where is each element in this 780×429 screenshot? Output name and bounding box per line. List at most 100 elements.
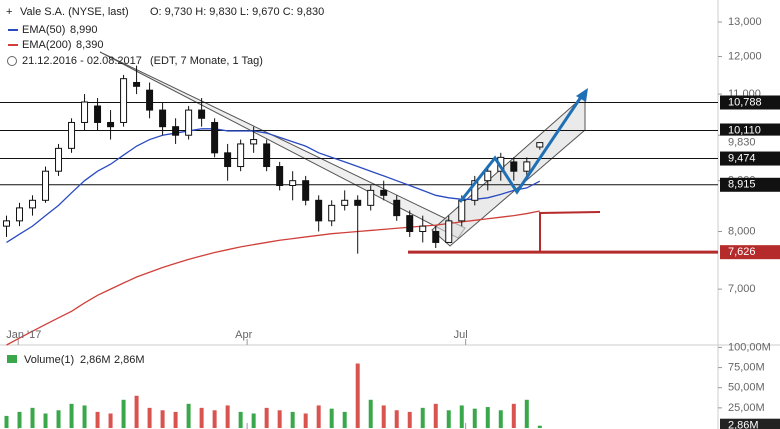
legend-value: 8,390	[76, 39, 104, 51]
level-label: 10,110	[728, 124, 761, 136]
candle-body	[263, 143, 271, 168]
candle-body	[367, 189, 375, 206]
volume-bar	[420, 407, 425, 428]
volume-bar	[290, 411, 295, 428]
level-label-box	[720, 151, 780, 166]
x-tick-label: Jan '17	[6, 329, 41, 341]
candle-body	[81, 101, 89, 123]
volume-bar	[407, 411, 412, 428]
volume-bar	[17, 411, 22, 428]
level-label: 9,474	[728, 152, 756, 164]
title: Vale S.A. (NYSE, last)	[20, 6, 129, 18]
icon: +	[6, 6, 12, 18]
candle-body	[302, 180, 310, 201]
candle-body	[471, 180, 479, 201]
level-label: 10,788	[728, 96, 762, 108]
current-price-label: 9,830	[728, 137, 756, 149]
legend-label: EMA(50)	[22, 24, 65, 36]
candle-body	[445, 220, 453, 243]
volume-bar	[212, 410, 217, 428]
volume-bar	[433, 403, 438, 428]
volume-bar	[329, 408, 334, 428]
volume-bar	[472, 408, 477, 428]
volume-bar	[394, 410, 399, 428]
candle-body	[16, 207, 24, 222]
candle-body	[159, 109, 167, 128]
candle-body	[419, 225, 427, 233]
volume-last-label: 2,86M	[728, 420, 759, 429]
volume-last-box	[720, 418, 780, 429]
volume-legend: 2,86M	[114, 354, 145, 366]
candle-body	[42, 170, 50, 201]
candle-body	[354, 199, 362, 206]
candle-body	[523, 161, 531, 172]
volume-bar	[498, 410, 503, 428]
volume-bar	[121, 399, 126, 428]
volume-tick-label: 25,00M	[728, 402, 765, 414]
candles	[3, 65, 544, 254]
candle-body	[198, 109, 206, 119]
y-tick-label: 13,000	[728, 16, 762, 28]
volume-bar	[316, 405, 321, 428]
candle-body	[289, 180, 297, 187]
candle-body	[211, 121, 219, 154]
volume-bar	[4, 415, 9, 428]
level-label-box	[720, 177, 780, 192]
volume-bar	[186, 403, 191, 428]
candle-body	[3, 220, 11, 227]
volume-bar	[108, 413, 113, 428]
volume-bar	[95, 411, 100, 428]
volume-bar	[511, 403, 516, 428]
candle-body	[107, 121, 115, 128]
current-price-box	[720, 135, 780, 150]
volume-icon	[7, 355, 17, 363]
quote: O: 9,730 H: 9,830 L: 9,670 C: 9,830	[150, 6, 324, 18]
candle-body	[341, 199, 349, 206]
candle-body	[68, 121, 76, 149]
candle-body	[133, 81, 141, 87]
candle-body	[393, 199, 401, 217]
volume-bar	[524, 399, 529, 428]
level-label-box	[720, 123, 780, 138]
y-tick-label: 7,000	[728, 283, 756, 295]
candle-body	[536, 142, 544, 148]
legend-value: 8,990	[70, 24, 98, 36]
candle-body	[172, 126, 180, 136]
volume-bar	[147, 407, 152, 428]
ema-line	[6, 128, 541, 243]
clock-icon	[7, 56, 17, 66]
level-label-box	[720, 245, 780, 260]
volume-bar	[251, 413, 256, 428]
volume-bar	[225, 405, 230, 428]
x-tick-label: Jul	[454, 329, 468, 341]
axis: 7,0008,0009,00010,00011,00012,00013,000J…	[6, 16, 780, 429]
level-label: 7,626	[728, 246, 756, 258]
volume-bars	[4, 363, 542, 428]
candle-body	[484, 170, 492, 182]
level-label: 8,915	[728, 179, 756, 191]
volume-bar	[199, 407, 204, 428]
candle-body	[432, 231, 440, 243]
candle-body	[315, 199, 323, 222]
period-note: (EDT, 7 Monate, 1 Tag)	[150, 55, 263, 67]
volume-bar	[485, 407, 490, 428]
volume-bar	[173, 411, 178, 428]
period: 21.12.2016 - 02.08.2017	[22, 55, 142, 67]
candle-body	[328, 204, 336, 222]
candle-body	[237, 143, 245, 168]
volume-tick-label: 100,00M	[728, 341, 771, 353]
candle-body	[29, 199, 37, 209]
volume-bar	[277, 410, 282, 428]
y-tick-label: 8,000	[728, 225, 756, 237]
volume-bar	[355, 363, 360, 428]
volume-bar	[82, 405, 87, 428]
candle-body	[224, 152, 232, 168]
y-tick-label: 12,000	[728, 50, 762, 62]
candle-body	[146, 89, 154, 111]
volume-tick-label: 50,00M	[728, 382, 765, 394]
volume-bar	[43, 413, 48, 428]
volume-legend: 2,86M	[80, 354, 111, 366]
candle-body	[250, 139, 258, 145]
